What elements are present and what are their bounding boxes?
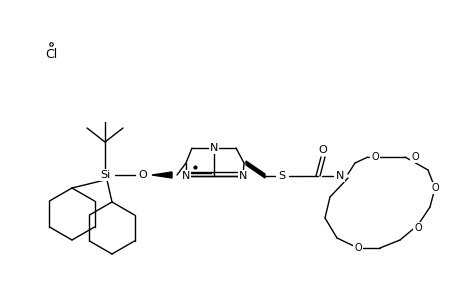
Text: O: O <box>353 243 361 253</box>
Text: O: O <box>138 170 147 180</box>
Text: O: O <box>410 152 418 162</box>
Text: O: O <box>413 223 421 233</box>
Text: Si: Si <box>100 170 110 180</box>
Text: O: O <box>370 152 378 162</box>
Polygon shape <box>246 161 264 178</box>
Text: Cl: Cl <box>45 47 57 61</box>
Text: O: O <box>430 183 438 193</box>
Text: N: N <box>181 171 190 181</box>
Text: N: N <box>238 171 246 181</box>
Text: N: N <box>335 171 343 181</box>
Text: O: O <box>318 145 327 155</box>
Text: S: S <box>278 171 285 181</box>
Polygon shape <box>151 172 172 178</box>
Text: N: N <box>209 143 218 153</box>
